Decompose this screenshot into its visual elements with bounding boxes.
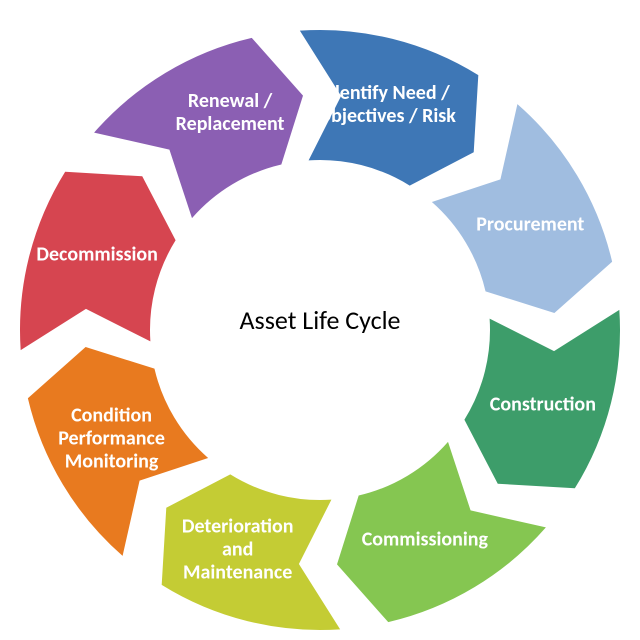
cycle-segment	[300, 30, 478, 186]
center-title: Asset Life Cycle	[240, 304, 401, 336]
cycle-segment	[20, 172, 176, 350]
cycle-segment	[162, 474, 340, 630]
center-title-text: Asset Life Cycle	[240, 304, 401, 336]
asset-lifecycle-diagram: { "diagram": { "type": "cycle-ring", "ba…	[0, 0, 640, 640]
cycle-segment	[464, 310, 620, 488]
